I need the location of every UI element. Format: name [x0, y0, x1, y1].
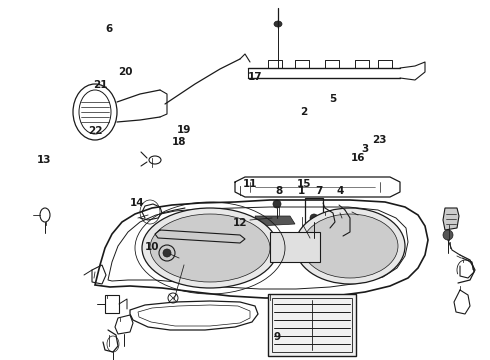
Text: 15: 15 — [296, 179, 311, 189]
Bar — [268, 294, 356, 356]
Text: 5: 5 — [330, 94, 337, 104]
Text: 11: 11 — [243, 179, 257, 189]
Text: 2: 2 — [300, 107, 307, 117]
Bar — [270, 232, 320, 262]
Text: 19: 19 — [176, 125, 191, 135]
Text: 13: 13 — [37, 155, 51, 165]
Text: 22: 22 — [88, 126, 103, 136]
Ellipse shape — [163, 249, 171, 257]
Text: 18: 18 — [172, 137, 186, 147]
Ellipse shape — [274, 21, 282, 27]
Text: 14: 14 — [130, 198, 145, 208]
Ellipse shape — [443, 230, 453, 240]
Text: 9: 9 — [273, 332, 280, 342]
Polygon shape — [255, 216, 295, 226]
Text: 10: 10 — [145, 242, 159, 252]
Bar — [272, 298, 352, 352]
Text: 7: 7 — [315, 186, 322, 196]
Bar — [305, 198, 323, 226]
Bar — [105, 295, 119, 313]
Polygon shape — [443, 208, 459, 230]
Text: 17: 17 — [247, 72, 262, 82]
Ellipse shape — [150, 214, 270, 282]
Text: 3: 3 — [362, 144, 368, 154]
Text: 12: 12 — [233, 218, 247, 228]
Ellipse shape — [310, 214, 318, 222]
Ellipse shape — [302, 214, 398, 278]
Text: 1: 1 — [298, 186, 305, 196]
Text: 8: 8 — [276, 186, 283, 196]
Ellipse shape — [142, 208, 278, 288]
Ellipse shape — [295, 208, 405, 284]
Text: 6: 6 — [105, 24, 112, 34]
Text: 16: 16 — [350, 153, 365, 163]
Text: 20: 20 — [118, 67, 132, 77]
Text: 4: 4 — [337, 186, 344, 196]
Ellipse shape — [273, 200, 281, 208]
Text: 23: 23 — [372, 135, 387, 145]
Text: 21: 21 — [93, 80, 108, 90]
